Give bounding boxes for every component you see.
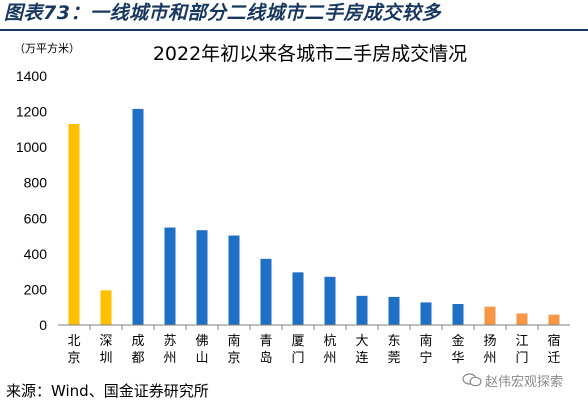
x-tick-label: 厦门 xyxy=(291,334,304,366)
bar xyxy=(68,124,80,326)
wechat-icon xyxy=(462,373,482,387)
unit-label: （万平方米） xyxy=(14,41,80,55)
x-tick-label: 扬州 xyxy=(483,334,496,366)
x-tick-label: 东莞 xyxy=(387,334,400,366)
x-tick-label: 大连 xyxy=(355,334,368,366)
bar xyxy=(196,230,208,325)
source-note: 来源：Wind、国金证券研究所 xyxy=(6,382,209,400)
y-tick-label: 800 xyxy=(24,175,48,191)
bar xyxy=(132,108,144,326)
bar xyxy=(548,314,560,325)
x-tick-label: 金华 xyxy=(451,333,464,366)
bar xyxy=(484,306,496,325)
bar xyxy=(324,276,336,325)
bar xyxy=(100,290,112,325)
caption-rule xyxy=(0,29,588,31)
bar xyxy=(260,258,272,325)
bar xyxy=(356,295,368,325)
bar xyxy=(228,235,240,325)
bar xyxy=(516,313,528,325)
y-tick-label: 400 xyxy=(24,246,48,262)
chart-title: 2022年初以来各城市二手房成交情况 xyxy=(153,43,467,65)
y-tick-label: 0 xyxy=(39,317,47,333)
x-tick-label: 深圳 xyxy=(99,334,112,366)
bars xyxy=(68,108,560,326)
bar xyxy=(164,227,176,325)
x-tick-label: 佛山 xyxy=(195,334,208,366)
watermark: 赵伟宏观探索 xyxy=(462,371,564,390)
x-tick-label: 北京 xyxy=(67,334,80,366)
bar xyxy=(452,304,464,325)
bar xyxy=(292,272,304,325)
y-tick-label: 1200 xyxy=(16,104,47,120)
bar xyxy=(420,302,432,325)
x-tick-label: 苏州 xyxy=(163,333,176,366)
x-tick-label: 成都 xyxy=(131,334,144,366)
bar xyxy=(388,296,400,325)
x-tick-label: 杭州 xyxy=(323,334,336,366)
y-tick-label: 1000 xyxy=(16,139,47,155)
y-tick-label: 600 xyxy=(24,210,48,226)
x-tick-label: 江门 xyxy=(515,334,528,366)
bar-chart: 2022年初以来各城市二手房成交情况 （万平方米） 0 200 400 600 800 1… xyxy=(14,41,570,366)
x-tick-label: 南宁 xyxy=(419,333,432,366)
y-axis: 0 200 400 600 800 1000 1200 1400 xyxy=(16,68,47,333)
x-tick-label: 青岛 xyxy=(259,334,272,366)
y-tick-label: 1400 xyxy=(16,68,47,84)
watermark-text: 赵伟宏观探索 xyxy=(485,374,564,390)
y-tick-label: 200 xyxy=(24,281,48,297)
x-tick-label: 宿迁 xyxy=(547,333,560,366)
x-tick-label: 南京 xyxy=(227,333,240,366)
figure-caption: 图表73：一线城市和部分二线城市二手房成交较多 xyxy=(4,2,441,24)
